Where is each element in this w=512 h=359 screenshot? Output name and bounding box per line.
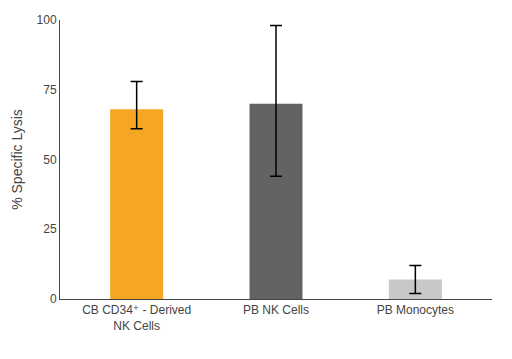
svg-text:100: 100 [37,13,57,27]
svg-text:PB Monocytes: PB Monocytes [377,303,454,317]
svg-text:0: 0 [50,292,57,306]
svg-text:75: 75 [43,83,57,97]
svg-text:50: 50 [43,153,57,167]
svg-text:PB NK Cells: PB NK Cells [243,303,309,317]
svg-text:25: 25 [43,222,57,236]
svg-text:% Specific Lysis: % Specific Lysis [9,109,25,210]
svg-text:CB CD34⁺ - DerivedNK Cells: CB CD34⁺ - DerivedNK Cells [82,303,191,333]
